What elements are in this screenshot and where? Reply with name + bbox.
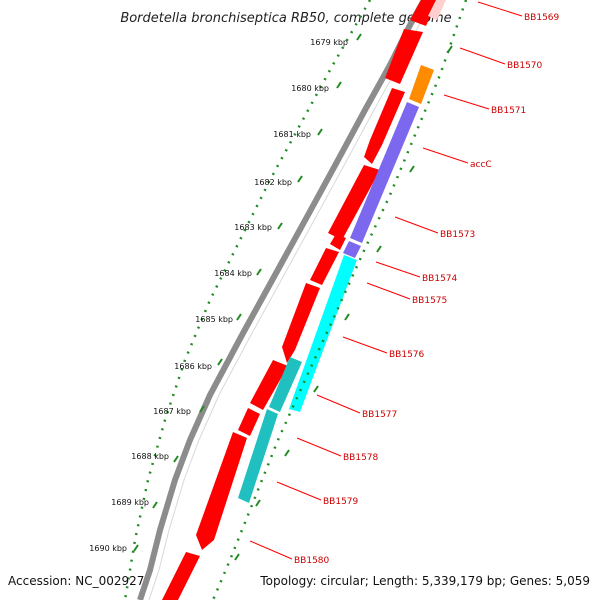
- gene-labels: BB1569 BB1570 BB1571 accC BB1573 BB1574 …: [294, 13, 560, 566]
- gene-feature[interactable]: [238, 408, 260, 436]
- gene-label[interactable]: BB1569: [524, 13, 560, 23]
- gene-feature[interactable]: [310, 248, 339, 285]
- gene-feature[interactable]: [330, 234, 346, 250]
- genome-backbone: [137, 0, 427, 600]
- gene-label[interactable]: accC: [470, 160, 492, 170]
- tick-marks: [133, 33, 453, 561]
- gene-label[interactable]: BB1580: [294, 556, 330, 566]
- tick-label: 1690 kbp: [89, 544, 127, 553]
- tick-labels: 1679 kbp 1680 kbp 1681 kbp 1682 kbp 1683…: [89, 38, 348, 553]
- tick-label: 1686 kbp: [174, 362, 212, 371]
- tick-label: 1680 kbp: [291, 84, 329, 93]
- forward-strand-features: [162, 0, 437, 600]
- gene-feature[interactable]: [162, 552, 200, 600]
- gene-feature[interactable]: [428, 0, 446, 20]
- gene-feature[interactable]: [250, 360, 288, 410]
- gene-label[interactable]: BB1578: [343, 453, 379, 463]
- tick-label: 1682 kbp: [254, 178, 292, 187]
- accession-text: Accession: NC_002927: [8, 574, 144, 588]
- gene-feature[interactable]: [364, 88, 405, 164]
- gene-leader-lines: [249, 1, 523, 560]
- gene-label[interactable]: BB1579: [323, 497, 359, 507]
- gene-feature[interactable]: [409, 65, 434, 104]
- gene-feature[interactable]: [196, 432, 247, 550]
- gene-label[interactable]: BB1576: [389, 350, 425, 360]
- gene-feature[interactable]: [385, 29, 423, 84]
- reverse-strand-features: [238, 0, 446, 503]
- tick-label: 1679 kbp: [310, 38, 348, 47]
- gene-feature[interactable]: [343, 241, 361, 258]
- gene-feature[interactable]: [350, 102, 419, 243]
- tick-label: 1687 kbp: [153, 407, 191, 416]
- gene-label[interactable]: BB1571: [491, 106, 526, 116]
- tick-label: 1689 kbp: [111, 498, 149, 507]
- gene-feature[interactable]: [282, 283, 320, 363]
- gene-label[interactable]: BB1574: [422, 274, 458, 284]
- genome-summary-text: Topology: circular; Length: 5,339,179 bp…: [259, 574, 590, 588]
- map-title: Bordetella bronchiseptica RB50, complete…: [120, 11, 451, 26]
- tick-label: 1681 kbp: [273, 130, 311, 139]
- tick-ring-inner: [211, 0, 468, 600]
- gene-label[interactable]: BB1577: [362, 410, 397, 420]
- gene-feature[interactable]: [238, 409, 278, 503]
- tick-label: 1685 kbp: [195, 315, 233, 324]
- gene-feature[interactable]: [269, 357, 302, 412]
- gene-label[interactable]: BB1573: [440, 230, 475, 240]
- gene-feature[interactable]: [289, 255, 357, 412]
- tick-label: 1683 kbp: [234, 223, 272, 232]
- gene-label[interactable]: BB1570: [507, 61, 543, 71]
- gene-feature[interactable]: [328, 165, 380, 240]
- tick-label: 1684 kbp: [214, 269, 252, 278]
- tick-label: 1688 kbp: [131, 452, 169, 461]
- gene-feature[interactable]: [410, 0, 437, 26]
- gene-label[interactable]: BB1575: [412, 296, 447, 306]
